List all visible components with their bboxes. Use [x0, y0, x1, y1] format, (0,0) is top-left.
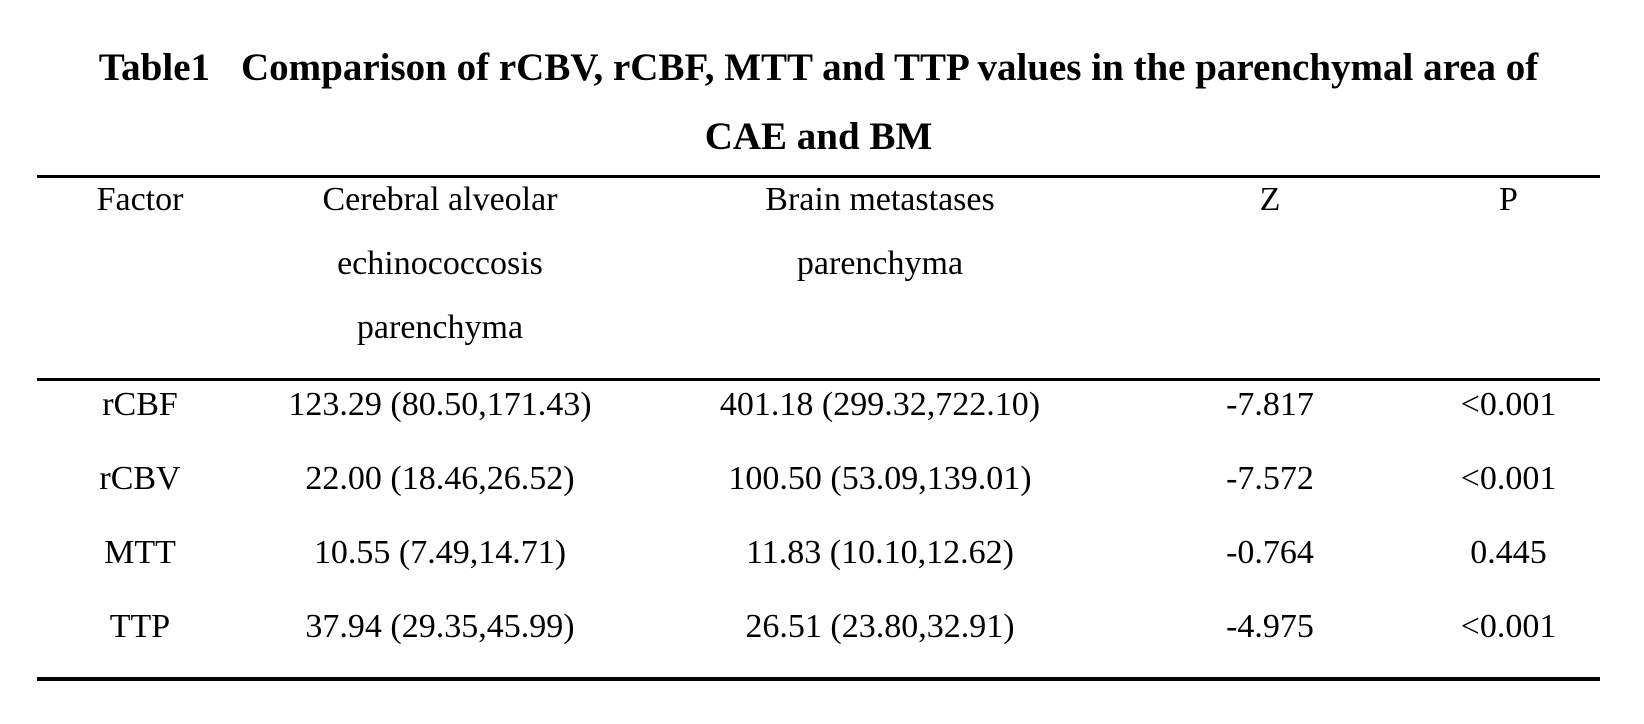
header-bm-line: Brain metastases	[765, 181, 995, 218]
col-header-cae-parenchyma: Cerebral alveolar echinococcosis parench…	[243, 176, 637, 381]
table-row-rcbv: rCBV 22.00 (18.46,26.52) 100.50 (53.09,1…	[37, 455, 1600, 529]
header-cae-line: echinococcosis	[337, 245, 543, 282]
comparison-table: Factor Cerebral alveolar echinococcosis …	[37, 175, 1600, 681]
table-row-mtt: MTT 10.55 (7.49,14.71) 11.83 (10.10,12.6…	[37, 529, 1600, 603]
table-row-rcbf: rCBF 123.29 (80.50,171.43) 401.18 (299.3…	[37, 380, 1600, 456]
cell-bm-value: 26.51 (23.80,32.91)	[745, 608, 1015, 645]
cell-p-value: <0.001	[1460, 386, 1557, 423]
col-header-p: P	[1417, 176, 1600, 381]
cell-factor: MTT	[104, 534, 176, 571]
col-header-bm-parenchyma: Brain metastases parenchyma	[637, 176, 1123, 381]
header-cae-line: parenchyma	[356, 309, 524, 346]
header-z-label: Z	[1259, 181, 1281, 218]
cell-z-value: -4.975	[1226, 608, 1314, 645]
cell-cae-value: 37.94 (29.35,45.99)	[305, 608, 575, 645]
header-p-label: P	[1499, 181, 1518, 218]
table-number: Table1	[98, 46, 211, 89]
header-cae-line: Cerebral alveolar	[322, 181, 558, 218]
header-row: Factor Cerebral alveolar echinococcosis …	[37, 176, 1600, 381]
table-title-line2: CAE and BM	[704, 115, 933, 158]
cell-p-value: <0.001	[1460, 608, 1557, 645]
table-title-text: Comparison of rCBV, rCBF, MTT and TTP va…	[241, 46, 1539, 89]
cell-bm-value: 100.50 (53.09,139.01)	[728, 460, 1032, 497]
cell-cae-value: 22.00 (18.46,26.52)	[305, 460, 575, 497]
header-factor-label: Factor	[96, 181, 184, 218]
col-header-factor: Factor	[37, 176, 243, 381]
cell-p-value: <0.001	[1460, 460, 1557, 497]
table-title: Table1 Comparison of rCBV, rCBF, MTT and …	[37, 0, 1600, 171]
cell-p-value: 0.445	[1470, 534, 1547, 571]
cell-bm-value: 11.83 (10.10,12.62)	[746, 534, 1014, 571]
cell-z-value: -7.572	[1226, 460, 1314, 497]
cell-z-value: -0.764	[1226, 534, 1314, 571]
cell-bm-value: 401.18 (299.32,722.10)	[719, 386, 1041, 423]
cell-cae-value: 10.55 (7.49,14.71)	[313, 534, 567, 571]
table-row-ttp: TTP 37.94 (29.35,45.99) 26.51 (23.80,32.…	[37, 603, 1600, 679]
cell-factor: TTP	[109, 608, 171, 645]
header-bm-line: parenchyma	[796, 245, 964, 282]
cell-z-value: -7.817	[1226, 386, 1314, 423]
col-header-z: Z	[1123, 176, 1417, 381]
cell-factor: rCBF	[102, 386, 178, 423]
cell-cae-value: 123.29 (80.50,171.43)	[288, 386, 592, 423]
cell-factor: rCBV	[99, 460, 181, 497]
table-title-line1: Table1 Comparison of rCBV, rCBF, MTT and …	[37, 33, 1600, 102]
